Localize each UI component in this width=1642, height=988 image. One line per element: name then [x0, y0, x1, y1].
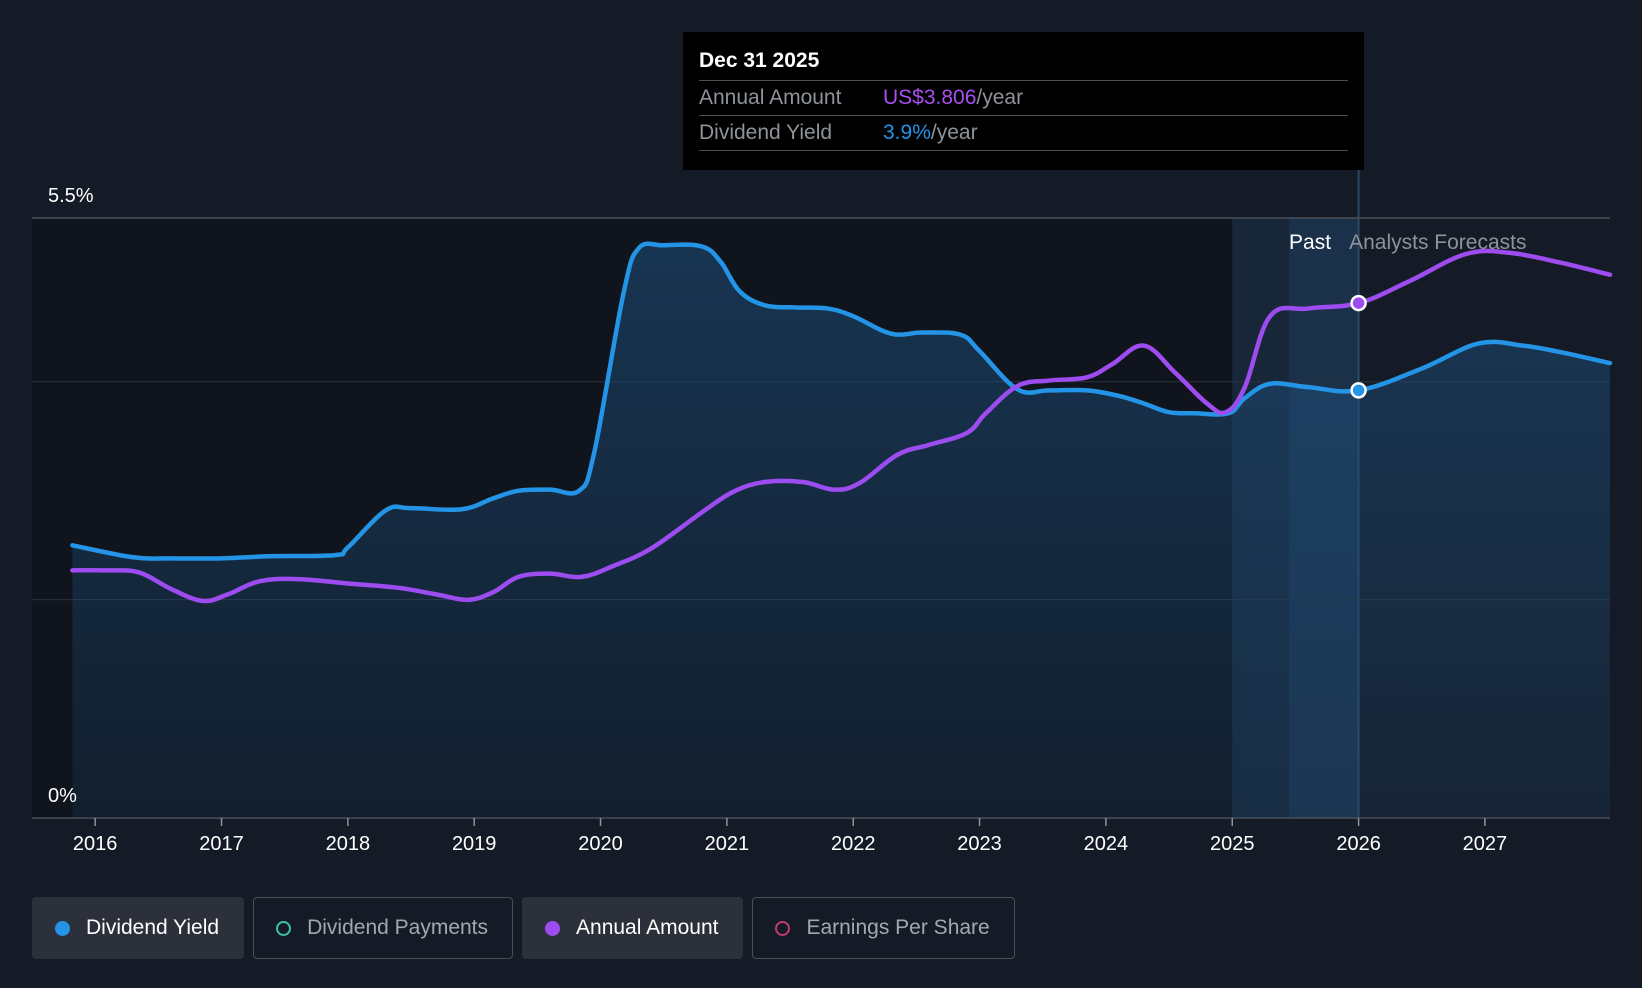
x-tick-label: 2026: [1336, 833, 1381, 855]
legend-dividend-payments[interactable]: Dividend Payments: [253, 897, 514, 959]
chart-legend: Dividend Yield Dividend Payments Annual …: [32, 897, 1015, 959]
x-tick-label: 2019: [452, 833, 497, 855]
legend-label: Earnings Per Share: [806, 916, 990, 939]
tooltip-annual-label: Annual Amount: [699, 86, 842, 109]
legend-dot-icon: [775, 920, 791, 936]
y-axis-min-label: 0%: [48, 785, 77, 807]
dividend-yield-marker: [1350, 382, 1367, 399]
tooltip-annual-row: Annual Amount US$3.806 /year: [699, 81, 1348, 116]
tooltip-annual-unit: /year: [976, 86, 1024, 109]
legend-dot-icon: [55, 920, 70, 936]
legend-earnings-per-share[interactable]: Earnings Per Share: [752, 897, 1015, 959]
tooltip-yield-unit: /year: [930, 121, 978, 144]
tooltip-yield-row: Dividend Yield 3.9% /year: [699, 116, 1348, 151]
legend-dividend-yield[interactable]: Dividend Yield: [32, 897, 245, 959]
annual-amount-line: [70, 248, 1613, 604]
dividend-yield-line: [70, 241, 1613, 561]
tooltip-yield-value: 3.9%: [883, 121, 931, 144]
x-tick-label: 2024: [1084, 833, 1129, 855]
x-tick-label: 2017: [199, 833, 244, 855]
forecast-region-label: Analysts Forecasts: [1349, 231, 1526, 254]
x-tick-label: 2022: [831, 833, 876, 855]
legend-dot-icon: [545, 920, 561, 936]
x-tick-label: 2025: [1210, 833, 1255, 855]
x-tick-label: 2018: [326, 833, 371, 855]
y-axis-max-label: 5.5%: [48, 185, 94, 207]
x-tick-label: 2027: [1463, 833, 1508, 855]
x-tick-label: 2020: [578, 833, 623, 855]
chart-tooltip: Dec 31 2025 Annual Amount US$3.806 /year…: [683, 32, 1364, 170]
legend-label: Dividend Yield: [86, 916, 220, 939]
tooltip-annual-value: US$3.806: [883, 86, 977, 109]
x-tick-label: 2021: [705, 833, 750, 855]
legend-label: Dividend Payments: [307, 916, 489, 939]
past-region-label: Past: [1289, 231, 1331, 254]
dividend-yield-area: [72, 243, 1610, 818]
x-tick-label: 2023: [957, 833, 1002, 855]
tooltip-date: Dec 31 2025: [699, 46, 1348, 81]
tooltip-yield-label: Dividend Yield: [699, 121, 833, 144]
x-tick-label: 2016: [73, 833, 118, 855]
legend-annual-amount[interactable]: Annual Amount: [522, 897, 744, 959]
annual-amount-marker: [1350, 294, 1367, 312]
legend-label: Annual Amount: [576, 916, 719, 939]
legend-dot-icon: [276, 920, 292, 936]
